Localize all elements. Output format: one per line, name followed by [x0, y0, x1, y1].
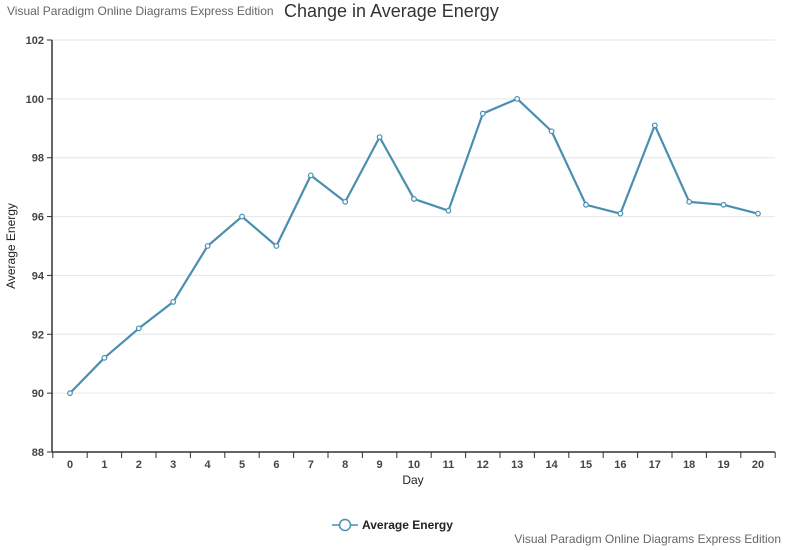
x-tick-label: 16 [614, 459, 626, 471]
y-tick-label: 98 [32, 153, 44, 165]
legend-marker-icon [338, 518, 352, 532]
x-tick-label: 11 [443, 459, 455, 471]
data-point [686, 198, 693, 205]
grid-lines [52, 39, 775, 394]
data-point [135, 325, 142, 332]
x-tick-label: 8 [342, 459, 348, 471]
y-tick-label: 102 [26, 35, 44, 47]
data-point [204, 243, 211, 249]
x-tick-label: 1 [101, 459, 107, 471]
data-point [411, 196, 417, 202]
watermark-bottom: Visual Paradigm Online Diagrams Express … [514, 532, 781, 546]
x-tick-label: 0 [67, 459, 73, 471]
data-point [67, 390, 73, 397]
x-tick-label: 19 [717, 459, 729, 471]
x-tick-label: 10 [408, 459, 420, 471]
data-point [720, 201, 727, 208]
watermark-top: Visual Paradigm Online Diagrams Express … [7, 4, 274, 18]
y-tick-label: 100 [26, 94, 44, 106]
data-point [273, 243, 280, 249]
data-point [755, 210, 761, 217]
x-tick-label: 12 [477, 459, 489, 471]
x-axis-title: Day [402, 473, 423, 487]
data-point [101, 354, 108, 361]
data-point [514, 95, 521, 102]
legend-label: Average Energy [362, 518, 453, 532]
data-point [651, 122, 658, 129]
x-tick-label: 7 [308, 459, 314, 471]
series-layer [67, 95, 761, 397]
x-tick-label: 17 [649, 459, 661, 471]
x-tick-label: 5 [239, 459, 245, 471]
x-tick-labels: 0 1 2 3 4 5 6 7 8 9 10 11 12 13 14 15 16 17 18 19 20 [67, 459, 764, 471]
y-tick-label: 94 [32, 270, 45, 282]
y-tick-label: 96 [32, 212, 44, 224]
data-point [479, 110, 486, 117]
x-tick-label: 20 [752, 459, 764, 471]
x-tick-label: 2 [136, 459, 142, 471]
axes [47, 39, 776, 458]
series-line [69, 97, 759, 394]
data-point [445, 207, 452, 214]
data-point [617, 210, 624, 217]
data-point [239, 213, 245, 220]
data-point [376, 134, 383, 141]
x-tick-label: 14 [545, 459, 558, 471]
data-point [548, 128, 555, 135]
data-point [170, 299, 177, 305]
x-tick-label: 3 [170, 459, 176, 471]
data-point [583, 201, 589, 208]
y-tick-label: 88 [32, 447, 44, 459]
y-axis-title: Average Energy [4, 203, 18, 289]
x-tick-label: 9 [377, 459, 383, 471]
y-tick-label: 90 [32, 388, 44, 400]
data-point [342, 198, 349, 205]
x-tick-label: 6 [273, 459, 279, 471]
y-tick-label: 92 [32, 329, 44, 341]
x-tick-label: 15 [580, 459, 592, 471]
x-tick-label: 4 [205, 459, 212, 471]
data-point [307, 172, 314, 179]
x-tick-label: 18 [683, 459, 695, 471]
chart-title: Change in Average Energy [284, 1, 499, 21]
legend[interactable]: Average Energy [332, 518, 453, 532]
y-tick-labels: 88 90 92 94 96 98 100 102 [26, 35, 45, 459]
x-tick-label: 13 [511, 459, 523, 471]
